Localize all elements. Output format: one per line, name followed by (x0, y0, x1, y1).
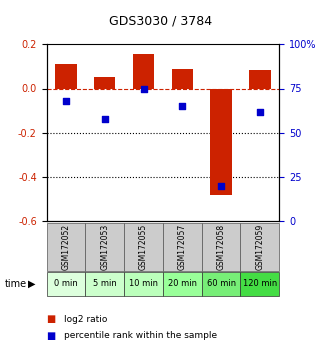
Text: percentile rank within the sample: percentile rank within the sample (64, 331, 217, 340)
Point (219, 183, 224, 189)
Bar (124, 272, 163, 296)
Bar (47, 272, 85, 296)
Bar (172, 69, 193, 88)
Bar (55, 64, 77, 88)
Text: 10 min: 10 min (129, 279, 158, 288)
Bar (211, 88, 232, 195)
Text: GSM172058: GSM172058 (217, 224, 226, 270)
Bar (133, 54, 154, 88)
Text: GSM172052: GSM172052 (61, 224, 70, 270)
Text: ■: ■ (47, 314, 56, 324)
Bar (240, 272, 279, 296)
Bar (202, 272, 240, 296)
Point (102, 116, 107, 121)
Bar (124, 223, 163, 271)
Text: log2 ratio: log2 ratio (64, 315, 108, 324)
Bar (249, 70, 271, 88)
Text: 5 min: 5 min (93, 279, 117, 288)
Text: 120 min: 120 min (243, 279, 277, 288)
Point (257, 109, 263, 114)
Text: GDS3030 / 3784: GDS3030 / 3784 (109, 15, 212, 28)
Bar (163, 223, 202, 271)
Text: ▶: ▶ (28, 279, 36, 289)
Point (63, 98, 68, 104)
Text: GSM172055: GSM172055 (139, 224, 148, 270)
Bar (85, 223, 124, 271)
Text: 20 min: 20 min (168, 279, 197, 288)
Bar (202, 223, 240, 271)
Point (141, 86, 146, 91)
Text: GSM172059: GSM172059 (256, 224, 265, 270)
Bar (85, 272, 124, 296)
Point (180, 103, 185, 109)
Text: ■: ■ (47, 331, 56, 341)
Bar (94, 78, 115, 88)
Text: 60 min: 60 min (206, 279, 236, 288)
Text: time: time (5, 279, 27, 289)
Bar (47, 223, 85, 271)
Text: 0 min: 0 min (54, 279, 78, 288)
Bar (240, 223, 279, 271)
Text: GSM172057: GSM172057 (178, 224, 187, 270)
Text: GSM172053: GSM172053 (100, 224, 109, 270)
Bar (163, 272, 202, 296)
